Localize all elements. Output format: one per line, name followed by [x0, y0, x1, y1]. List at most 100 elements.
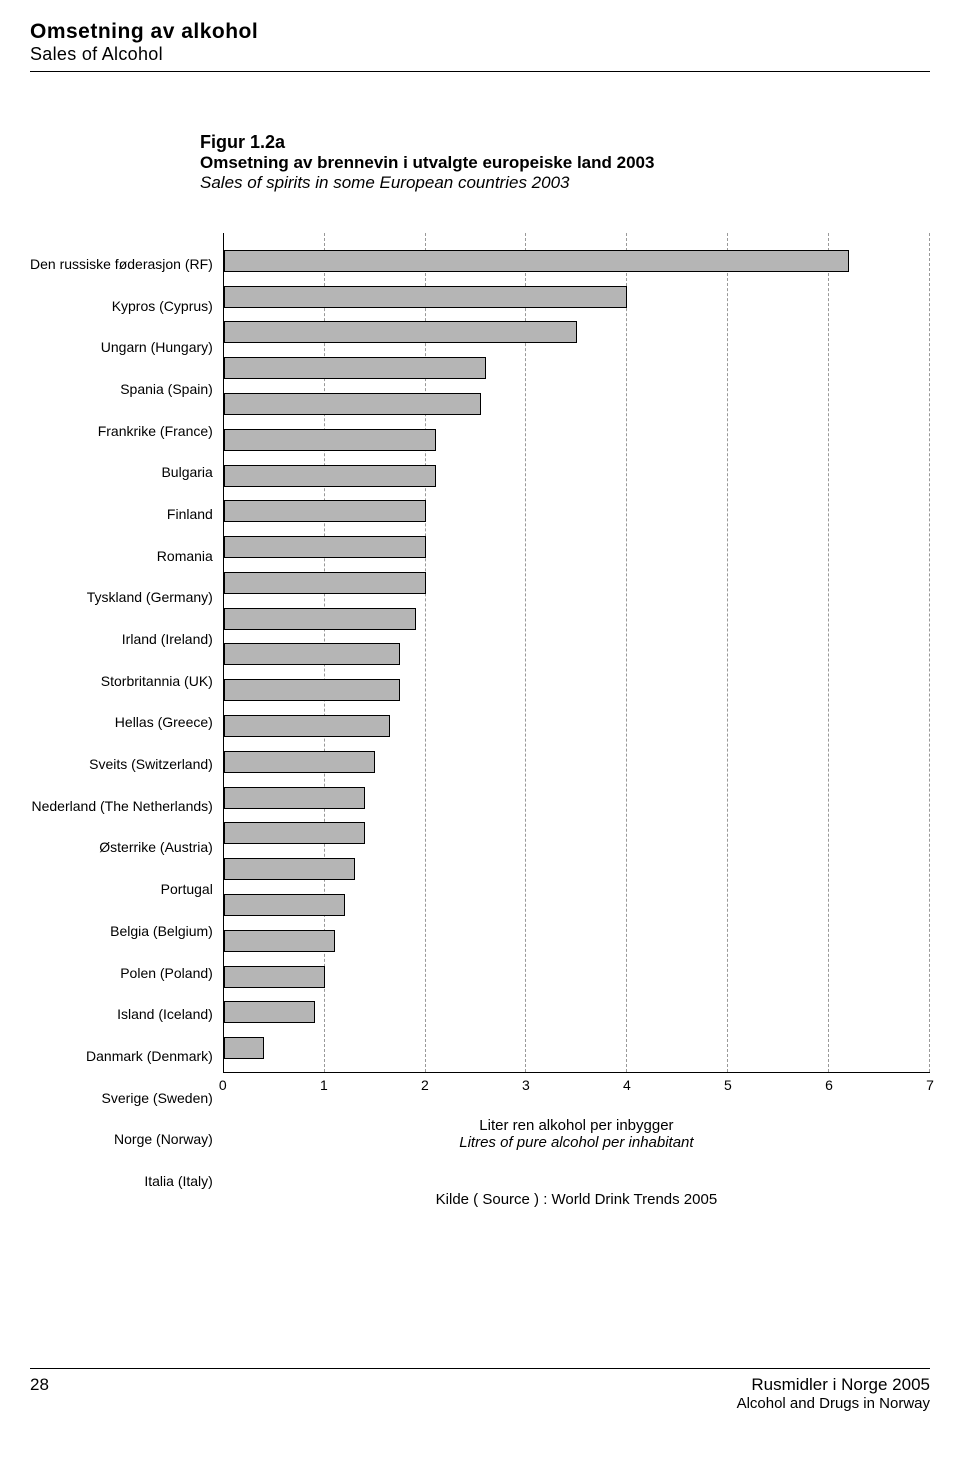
bar-row [224, 315, 930, 351]
bar-chart: Den russiske føderasjon (RF) Kypros (Cypr… [30, 233, 930, 1208]
bar-row [224, 1030, 930, 1066]
y-label: Finland [30, 496, 223, 532]
bar [224, 250, 849, 272]
bar-row [224, 279, 930, 315]
x-tick: 0 [219, 1077, 227, 1093]
bar-row [224, 816, 930, 852]
x-tick: 2 [421, 1077, 429, 1093]
bar [224, 679, 401, 701]
x-tick: 6 [825, 1077, 833, 1093]
bar-row [224, 243, 930, 279]
bar [224, 286, 628, 308]
bar-row [224, 350, 930, 386]
bar [224, 500, 426, 522]
footer-right: Rusmidler i Norge 2005 Alcohol and Drugs… [737, 1375, 930, 1412]
bar [224, 822, 365, 844]
page-number: 28 [30, 1375, 49, 1412]
figure-subtitle: Sales of spirits in some European countr… [200, 173, 930, 193]
header-title: Omsetning av alkohol [30, 20, 930, 44]
axis-subtitle: Litres of pure alcohol per inhabitant [223, 1134, 930, 1151]
x-axis: 01234567 [223, 1077, 930, 1097]
y-label: Den russiske føderasjon (RF) [30, 246, 223, 282]
bar [224, 536, 426, 558]
x-tick: 1 [320, 1077, 328, 1093]
bar [224, 643, 401, 665]
bar-row [224, 672, 930, 708]
plot-column: 01234567 Liter ren alkohol per inbygger … [223, 233, 930, 1208]
bar [224, 321, 577, 343]
x-tick: 3 [522, 1077, 530, 1093]
bar-row [224, 493, 930, 529]
footer-rule [30, 1368, 930, 1369]
bar-row [224, 959, 930, 995]
y-axis-labels: Den russiske føderasjon (RF) Kypros (Cypr… [30, 233, 223, 1208]
bar-row [224, 386, 930, 422]
y-label: Danmark (Denmark) [30, 1038, 223, 1074]
bar [224, 751, 375, 773]
bar-row [224, 994, 930, 1030]
bar-row [224, 458, 930, 494]
figure-title: Omsetning av brennevin i utvalgte europe… [200, 153, 930, 173]
plot-area [223, 233, 930, 1073]
bar [224, 787, 365, 809]
footer-line2: Alcohol and Drugs in Norway [737, 1395, 930, 1412]
axis-title: Liter ren alkohol per inbygger [223, 1117, 930, 1134]
bar [224, 429, 436, 451]
header-subtitle: Sales of Alcohol [30, 44, 930, 65]
bar-row [224, 422, 930, 458]
bar-row [224, 637, 930, 673]
y-label: Nederland (The Netherlands) [30, 788, 223, 824]
x-tick: 5 [724, 1077, 732, 1093]
bar [224, 894, 345, 916]
bar-row [224, 851, 930, 887]
y-label: Ungarn (Hungary) [30, 329, 223, 365]
bar [224, 357, 486, 379]
y-label: Storbritannia (UK) [30, 663, 223, 699]
y-label: Island (Iceland) [30, 996, 223, 1032]
y-label: Tyskland (Germany) [30, 579, 223, 615]
header-rule [30, 71, 930, 72]
y-label: Belgia (Belgium) [30, 913, 223, 949]
bar-row [224, 923, 930, 959]
y-label: Italia (Italy) [30, 1163, 223, 1199]
bar [224, 715, 390, 737]
bar [224, 465, 436, 487]
y-label: Romania [30, 538, 223, 574]
page-header: Omsetning av alkohol Sales of Alcohol [30, 20, 930, 65]
y-label: Polen (Poland) [30, 955, 223, 991]
bar [224, 608, 416, 630]
y-label: Bulgaria [30, 454, 223, 490]
figure-number: Figur 1.2a [200, 132, 930, 153]
bar-row [224, 529, 930, 565]
bar [224, 1037, 264, 1059]
bar-row [224, 780, 930, 816]
bar [224, 858, 355, 880]
source-line: Kilde ( Source ) : World Drink Trends 20… [223, 1191, 930, 1208]
y-label: Irland (Ireland) [30, 621, 223, 657]
bar-row [224, 887, 930, 923]
bar-row [224, 565, 930, 601]
bar-row [224, 708, 930, 744]
footer-line1: Rusmidler i Norge 2005 [737, 1375, 930, 1395]
y-label: Kypros (Cyprus) [30, 288, 223, 324]
x-tick: 4 [623, 1077, 631, 1093]
bar-row [224, 744, 930, 780]
bar-row [224, 601, 930, 637]
y-label: Sveits (Switzerland) [30, 746, 223, 782]
bars-container [224, 233, 930, 1072]
y-label: Frankrike (France) [30, 413, 223, 449]
y-label: Hellas (Greece) [30, 704, 223, 740]
y-label: Portugal [30, 871, 223, 907]
y-label: Norge (Norway) [30, 1121, 223, 1157]
x-tick: 7 [926, 1077, 934, 1093]
y-label: Sverige (Sweden) [30, 1080, 223, 1116]
figure-caption: Figur 1.2a Omsetning av brennevin i utva… [200, 132, 930, 193]
y-label: Østerrike (Austria) [30, 829, 223, 865]
bar [224, 393, 481, 415]
axis-title-block: Liter ren alkohol per inbygger Litres of… [223, 1117, 930, 1151]
bar [224, 572, 426, 594]
y-label: Spania (Spain) [30, 371, 223, 407]
bar [224, 966, 325, 988]
bar [224, 930, 335, 952]
page-footer: 28 Rusmidler i Norge 2005 Alcohol and Dr… [30, 1375, 930, 1412]
